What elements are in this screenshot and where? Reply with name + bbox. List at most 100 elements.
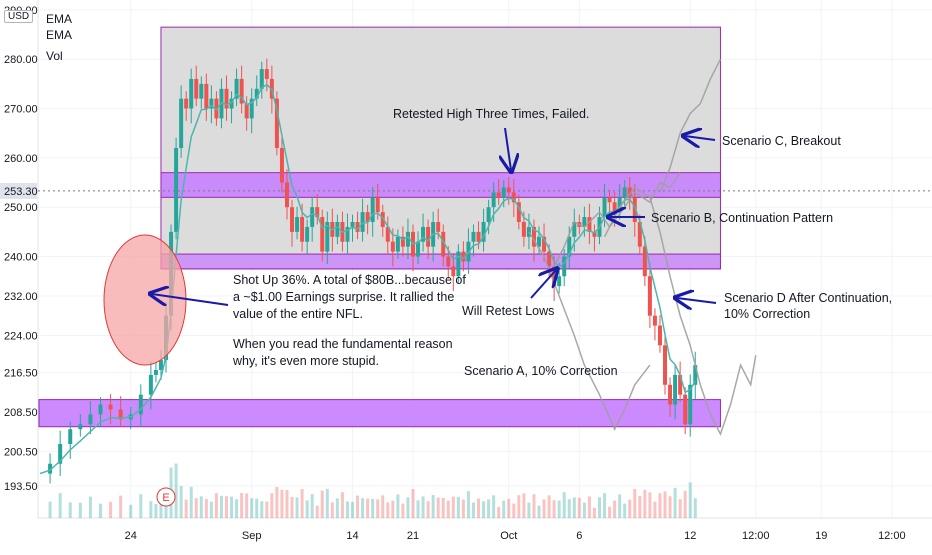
volume-bar [184,499,188,518]
candle-body [365,212,370,222]
volume-bar [527,502,531,518]
volume-bar [461,499,465,518]
annotation-retested: Retested High Three Times, Failed. [393,107,589,121]
volume-bar [396,494,400,518]
candle-body [481,222,486,242]
volume-bar [154,503,158,518]
candle-body [138,394,143,415]
volume-bar [608,506,612,518]
volume-bar [199,496,203,518]
volume-bar [386,502,390,518]
annotation-fundamental-0: When you read the fundamental reason [233,337,453,351]
currency-badge[interactable]: USD [4,10,34,23]
candle-body [58,444,63,464]
candle-body [274,98,279,148]
volume-bar [668,496,672,518]
candle-body [587,217,592,232]
volume-bar [471,502,475,518]
candle-body [456,251,461,277]
candle-body [416,241,421,257]
candle-body [148,374,153,395]
volume-bar [174,463,178,518]
x-tick-label-1: Sep [242,530,262,542]
candle-body [345,226,350,242]
volume-bar [421,496,425,518]
volume-bar [270,493,274,518]
candle-body [214,98,219,119]
volume-bar [507,498,511,518]
x-tick-label-4: Oct [500,530,517,542]
volume-bar [572,497,576,518]
candle-body [547,251,552,267]
volume-bar [466,491,470,518]
legend-vol[interactable]: Vol [46,49,63,63]
volume-bar [325,488,329,518]
candle-body [567,236,572,257]
candle-body [108,404,113,410]
zone-gray-range [160,26,721,270]
volume-bar [310,494,314,518]
volume-bar [159,497,163,518]
volume-bar [406,497,410,518]
candle-body [436,222,441,232]
candle-body [224,88,229,109]
y-tick-label-0: 193.50 [4,481,38,493]
volume-bar [48,501,52,518]
candle-body [572,222,577,237]
volume-bar [623,503,627,518]
x-tick-label-5: 6 [576,530,582,542]
y-tick-label-5: 232.00 [4,291,38,303]
volume-bar [351,501,355,518]
candle-body [642,246,647,277]
candle-body [184,98,189,109]
volume-bar [275,487,279,518]
volume-bar [487,499,491,518]
candle-body [118,409,123,420]
candle-body [607,197,612,203]
volume-bar [376,499,380,518]
candle-body [350,222,355,227]
volume-bar [361,498,365,518]
y-tick-label-1: 200.50 [4,446,38,458]
volume-bar [285,490,289,518]
candle-body [562,256,567,277]
annotation-scenario-d-0: Scenario D After Continuation, [724,291,892,305]
candle-body [405,231,410,247]
legend-ema-2[interactable]: EMA [46,28,73,42]
candle-body [471,231,476,242]
candle-body [602,197,607,218]
candle-body [249,98,254,119]
volume-bar [340,492,344,518]
legend-ema-1[interactable]: EMA [46,12,73,26]
candle-body [421,226,426,242]
volume-bar [179,486,183,518]
volume-bar [456,497,460,518]
annotation-scenario-d-1: 10% Correction [724,307,810,321]
annotation-scenario-a: Scenario A, 10% Correction [464,364,618,378]
candle-body [234,78,239,99]
candle-body [668,384,673,405]
candle-body [254,88,259,99]
volume-bar [240,493,244,518]
candle-body [451,266,456,277]
volume-bar [693,498,697,518]
candle-body [652,315,657,326]
x-tick-label-7: 12:00 [742,530,770,542]
volume-bar [522,493,526,518]
earnings-highlight-circle [103,234,187,366]
candle-body [647,276,652,316]
volume-bar [265,501,269,518]
volume-bar [426,501,430,518]
volume-bar [552,500,556,518]
volume-bar [295,497,299,518]
volume-bar [139,494,143,518]
arrow-scenario-c [685,136,716,140]
candle-body [305,226,310,242]
candle-body [663,345,668,385]
volume-bar [224,496,228,518]
candle-body [315,207,320,218]
candle-body [360,212,365,232]
volume-bar [562,492,566,518]
